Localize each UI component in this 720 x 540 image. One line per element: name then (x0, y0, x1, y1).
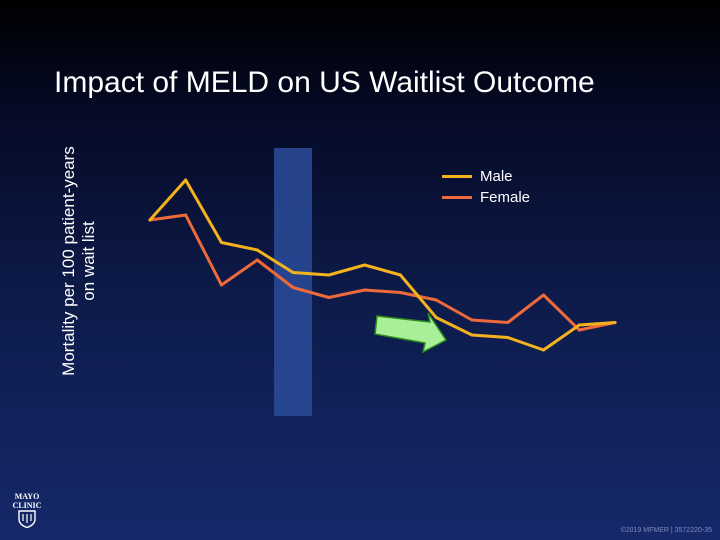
legend-swatch-male (442, 175, 472, 178)
meld-introduction-band (274, 148, 313, 416)
data-point-male (255, 248, 259, 252)
series-line-male (148, 178, 616, 352)
mayo-clinic-logo: MAYO CLINIC (10, 492, 44, 532)
data-point-male (327, 273, 331, 277)
legend-swatch-female (442, 196, 472, 199)
legend-item-female: Female (442, 187, 530, 208)
data-point-female (327, 296, 331, 299)
mayo-shield-icon (18, 510, 36, 529)
data-point-female (219, 283, 223, 287)
legend-item-male: Male (442, 166, 530, 187)
data-point-male (148, 218, 152, 222)
data-point-female (291, 286, 295, 289)
data-point-male (363, 263, 367, 267)
data-point-female (506, 321, 510, 324)
data-point-female (577, 328, 581, 332)
data-point-male (434, 316, 438, 319)
data-point-male (184, 178, 188, 182)
series-line-female (149, 213, 616, 332)
logo-text-clinic: CLINIC (12, 501, 42, 510)
data-point-male (219, 241, 223, 244)
data-point-male (613, 321, 617, 324)
data-point-male (291, 271, 295, 274)
data-point-female (363, 288, 367, 292)
data-point-male (577, 323, 581, 327)
legend-label-female: Female (480, 189, 531, 206)
series-layer (148, 178, 617, 352)
downward-trend-arrow (374, 312, 448, 354)
legend-label-male: Male (480, 168, 513, 185)
logo-text-mayo: MAYO (14, 492, 40, 501)
data-point-female (542, 293, 546, 297)
data-point-male (506, 336, 510, 339)
slide-title: Impact of MELD on US Waitlist Outcome (54, 66, 595, 99)
data-point-female (255, 258, 259, 262)
data-point-male (542, 348, 546, 352)
data-point-female (398, 291, 402, 294)
data-point-female (470, 318, 474, 322)
chart-legend: Male Female (442, 166, 530, 208)
data-point-male (470, 333, 474, 337)
data-point-female (184, 213, 188, 217)
data-point-male (398, 273, 402, 277)
data-point-female (434, 298, 438, 302)
copyright-notice: ©2019 MFMER | 3572220-35 (620, 527, 712, 534)
